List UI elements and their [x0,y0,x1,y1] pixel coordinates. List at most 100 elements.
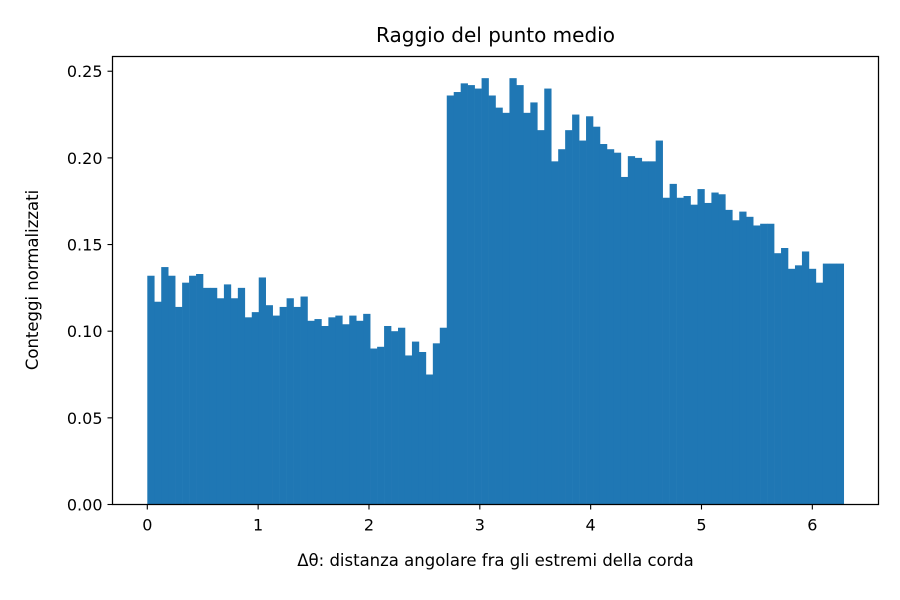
histogram-bar [718,194,726,505]
histogram-bar [829,263,838,505]
histogram-bar [398,327,406,505]
y-axis-ticks: 0.00 0.05 0.10 0.15 0.20 0.25 [67,62,113,515]
histogram-bar [760,223,768,505]
histogram-bar [523,112,531,505]
histogram-bar [328,317,336,505]
histogram-bar [425,374,434,505]
histogram-bar [363,313,371,505]
histogram-bar [815,282,824,505]
histogram-bar [704,202,712,505]
x-axis-label: Δθ: distanza angolare fra gli estremi de… [297,551,693,570]
histogram-bar [794,265,803,505]
histogram-bar [530,102,538,505]
histogram-bar [293,306,301,505]
histogram-bar [648,161,656,505]
histogram-bar [746,216,754,505]
histogram-bar [147,275,155,505]
histogram-bar [565,130,573,505]
histogram-bar [599,144,608,505]
histogram-bar [509,78,517,505]
histogram-bar [739,211,747,505]
histogram-bar [314,319,322,505]
histogram-bar [300,296,308,505]
y-tick-label: 0.05 [67,409,103,428]
y-axis-label: Conteggi normalizzati [23,190,42,370]
histogram-bar [732,220,740,505]
histogram-bar [182,282,190,505]
x-tick-label: 2 [364,516,374,535]
histogram-bar [203,287,211,505]
histogram-bar [196,274,204,505]
y-tick-label: 0.20 [67,149,103,168]
histogram-bar [516,85,524,505]
y-tick-label: 0.10 [67,322,103,341]
y-tick-label: 0.00 [67,496,103,515]
histogram-bar [265,305,273,505]
histogram-bar [244,317,253,505]
histogram-bar [321,325,329,505]
histogram-bar [697,189,705,505]
histogram-bar [551,161,559,505]
y-tick-label: 0.15 [67,236,103,255]
bars-group [147,78,845,505]
histogram-bar [808,268,817,505]
histogram-bar [495,107,503,505]
histogram-bar [168,275,176,505]
histogram-bar [272,315,280,505]
histogram-bar [411,341,420,505]
histogram-bar [391,331,399,505]
histogram-bar [586,116,594,505]
histogram-bar [209,287,218,505]
chart-title: Raggio del punto medio [376,23,615,47]
histogram-bar [488,95,496,505]
histogram-bar [474,88,482,505]
histogram-bar [154,301,162,505]
histogram-bar [683,196,691,505]
histogram-bar [711,192,719,505]
x-axis-ticks: 0 1 2 3 4 5 6 [142,504,817,535]
histogram-bar [655,140,663,505]
histogram-bar [384,325,392,505]
y-tick-label: 0.25 [67,62,103,81]
histogram-bar [453,92,461,505]
histogram-bar [502,112,510,505]
histogram-bar [620,176,629,505]
histogram-bar [286,298,294,505]
histogram-bar [781,248,789,505]
histogram-bar [446,95,455,505]
x-axis-label-text: : distanza angolare fra gli estremi dell… [319,551,694,570]
x-tick-label: 3 [475,516,485,535]
histogram-bar [418,351,427,505]
histogram-bar [662,197,670,505]
x-tick-label: 1 [253,516,263,535]
histogram-bar [481,78,489,505]
histogram-bar [460,83,468,505]
histogram-bar [606,149,615,505]
histogram-bar [753,225,761,505]
histogram-bar [467,85,475,505]
histogram-bar [356,320,364,505]
histogram-bar [634,157,643,505]
histogram-bar [223,284,232,505]
plot-frame [111,55,880,506]
x-tick-label: 6 [807,516,817,535]
histogram-bar [342,324,350,505]
histogram-bar [237,287,246,505]
histogram-bar [676,197,684,505]
histogram-bar [258,277,266,505]
histogram-bar [613,152,622,505]
histogram-bar [251,312,260,505]
histogram-bar [788,268,796,505]
histogram-bar [439,327,448,505]
histogram-bar [593,126,601,505]
histogram-bar [572,114,580,505]
histogram-bar [767,223,775,505]
histogram-bar [537,130,545,505]
histogram-bar [822,263,831,505]
histogram-bar [801,251,810,505]
histogram-bar [349,315,357,505]
histogram-bar [404,355,413,505]
histogram-bar [579,140,587,505]
histogram-bar [669,183,677,505]
